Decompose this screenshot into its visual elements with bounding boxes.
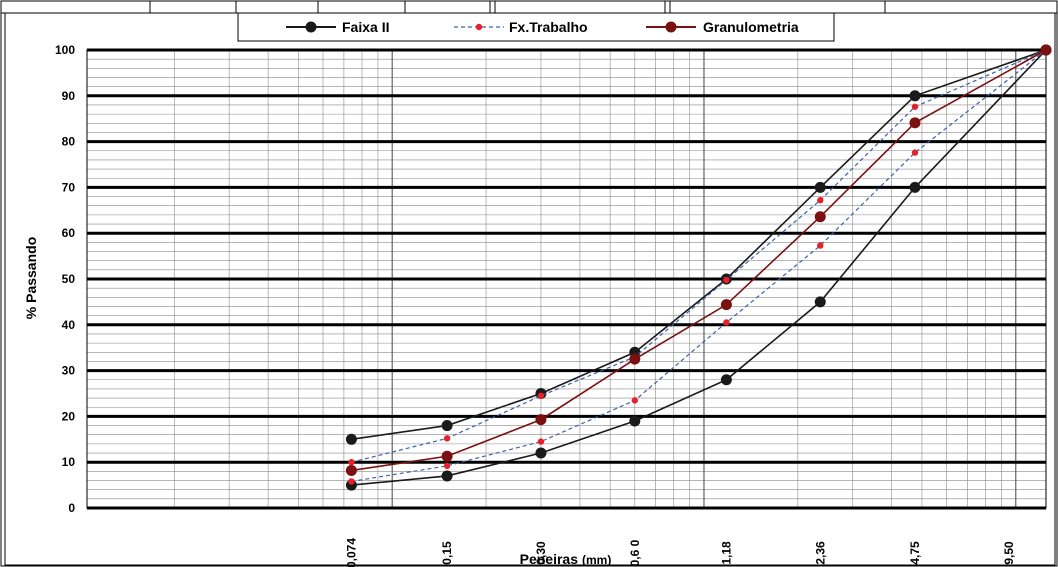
data-point bbox=[909, 181, 921, 193]
data-point bbox=[909, 117, 921, 129]
x-tick-label: 4,75 bbox=[908, 541, 922, 565]
x-tick-labels: 0,074 0,15 0,30 0,6 0 1,18 2,36 4,75 9,50 bbox=[344, 538, 1015, 567]
series-layer bbox=[345, 44, 1052, 491]
plot-border bbox=[86, 49, 1047, 509]
y-tick-label: 40 bbox=[62, 318, 76, 332]
y-tick-label: 0 bbox=[68, 501, 75, 515]
x-axis-unit: (mm) bbox=[582, 553, 611, 567]
data-point bbox=[817, 197, 824, 204]
data-point bbox=[441, 450, 453, 462]
data-point bbox=[723, 319, 730, 326]
data-point bbox=[443, 435, 451, 442]
y-tick-label: 90 bbox=[62, 89, 76, 103]
y-axis-title: % Passando bbox=[23, 237, 39, 319]
data-point bbox=[537, 392, 545, 399]
y-tick-label: 80 bbox=[62, 135, 76, 149]
legend-entry-faixa-ii: Faixa II bbox=[286, 19, 389, 35]
data-point bbox=[345, 433, 357, 445]
x-tick-label: 2,36 bbox=[813, 541, 827, 565]
data-point bbox=[535, 414, 547, 426]
data-point bbox=[720, 374, 732, 386]
data-point bbox=[345, 464, 357, 476]
x-tick-label: 0,6 0 bbox=[628, 539, 642, 566]
series-line bbox=[351, 49, 1047, 486]
legend-label-granulometria: Granulometria bbox=[703, 19, 799, 35]
data-point bbox=[629, 353, 641, 365]
x-tick-label: 0,30 bbox=[534, 541, 548, 565]
data-point bbox=[537, 438, 545, 445]
legend-marker-fx-trabalho bbox=[475, 23, 483, 31]
x-tick-label: 0,074 bbox=[344, 538, 358, 567]
data-point bbox=[911, 149, 919, 156]
legend-marker-faixa-ii bbox=[305, 21, 317, 33]
data-point bbox=[814, 211, 826, 223]
legend-label-faixa-ii: Faixa II bbox=[342, 19, 389, 35]
x-tick-label: 9,50 bbox=[1002, 541, 1016, 565]
series-line bbox=[351, 49, 1047, 441]
series-line bbox=[351, 49, 1047, 463]
y-tick-label: 100 bbox=[55, 43, 75, 57]
data-point bbox=[723, 276, 730, 284]
data-point bbox=[814, 181, 826, 193]
legend-marker-granulometria bbox=[665, 21, 677, 33]
data-point bbox=[443, 462, 451, 470]
legend-entry-granulometria: Granulometria bbox=[646, 19, 799, 35]
data-point bbox=[909, 90, 921, 102]
data-point bbox=[817, 242, 824, 249]
data-point bbox=[535, 447, 547, 459]
y-tick-label: 50 bbox=[62, 272, 76, 286]
y-tick-labels: 0 10 20 30 40 50 60 70 80 90 100 bbox=[55, 43, 75, 515]
x-tick-label: 0,15 bbox=[440, 541, 454, 565]
series-line bbox=[351, 49, 1047, 483]
y-tick-label: 60 bbox=[62, 226, 76, 240]
data-point bbox=[720, 299, 732, 311]
data-point bbox=[441, 420, 453, 432]
legend: Faixa II Fx.Trabalho Granulometria bbox=[237, 12, 835, 42]
data-point bbox=[441, 470, 453, 482]
data-point bbox=[348, 459, 355, 466]
data-point bbox=[631, 397, 639, 404]
legend-label-fx-trabalho: Fx.Trabalho bbox=[509, 19, 588, 35]
y-tick-label: 30 bbox=[62, 364, 76, 378]
legend-entry-fx-trabalho: Fx.Trabalho bbox=[454, 19, 588, 35]
series-line bbox=[351, 49, 1047, 472]
top-table-remnant bbox=[1, 1, 1057, 14]
data-point bbox=[911, 103, 919, 110]
legend-box bbox=[237, 12, 835, 42]
data-point bbox=[1040, 44, 1052, 56]
grid-minor bbox=[87, 50, 1046, 508]
y-tick-label: 10 bbox=[62, 455, 76, 469]
data-point bbox=[814, 296, 826, 308]
y-tick-label: 70 bbox=[62, 180, 76, 194]
data-point bbox=[629, 415, 641, 427]
data-point bbox=[348, 478, 355, 485]
x-axis-title: Peneiras bbox=[520, 551, 579, 567]
y-tick-label: 20 bbox=[62, 409, 76, 423]
x-tick-label: 1,18 bbox=[719, 541, 733, 565]
plot-area-border bbox=[86, 49, 1047, 509]
